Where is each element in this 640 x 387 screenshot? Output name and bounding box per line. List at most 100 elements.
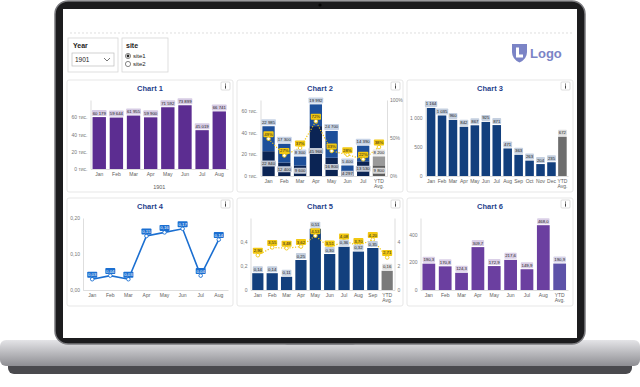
chart-card — [67, 80, 233, 192]
info-icon-stem[interactable] — [565, 203, 566, 206]
bar — [488, 266, 501, 290]
data-label-box — [294, 168, 306, 174]
data-label: 217,6 — [504, 253, 516, 259]
dropdown-chevron[interactable] — [104, 58, 110, 61]
data-label-box — [373, 168, 385, 174]
x-tick-label: Jun — [326, 292, 334, 298]
data-label: 37% — [295, 140, 305, 146]
info-icon-dot[interactable] — [225, 202, 226, 203]
info-icon-box[interactable] — [561, 82, 570, 90]
radio-selected[interactable] — [127, 55, 130, 58]
info-icon-box[interactable] — [391, 200, 400, 208]
data-label-text: 363 — [515, 148, 523, 153]
radio-label[interactable]: site2 — [133, 61, 146, 67]
logo-shield — [512, 44, 527, 63]
marker — [377, 145, 381, 149]
data-label-box — [481, 115, 490, 121]
data-label: 22 985 — [261, 119, 276, 125]
slicer-title: site — [126, 42, 138, 49]
radio-label[interactable]: site1 — [133, 53, 146, 59]
dropdown[interactable] — [72, 53, 114, 66]
radio-button[interactable] — [125, 61, 130, 66]
bar — [294, 157, 306, 166]
bar — [537, 225, 550, 290]
bar — [373, 165, 385, 176]
data-label-box — [109, 111, 124, 117]
info-icon-dot[interactable] — [395, 202, 396, 203]
screen — [63, 9, 577, 338]
y-tick-label: 500 — [414, 144, 423, 150]
info-icon[interactable] — [561, 82, 570, 90]
data-label: 124,3 — [455, 266, 467, 272]
data-label-box — [212, 104, 227, 110]
y-tick: 400 — [409, 232, 420, 238]
info-icon[interactable] — [221, 82, 230, 90]
info-icon-stem[interactable] — [225, 85, 226, 88]
data-label-text: 925 — [482, 115, 490, 120]
info-icon-box[interactable] — [391, 82, 400, 90]
x-tick: Apr — [474, 290, 482, 298]
chart: Chart 6JanFebMarAprMayJunJulAugYTDAvg.02… — [407, 198, 573, 306]
data-label-text: 59 900 — [144, 111, 158, 116]
data-label: 14 390 — [356, 139, 371, 145]
info-icon[interactable] — [221, 200, 230, 208]
x-tick-label: Mar — [449, 178, 458, 184]
data-label-box — [311, 114, 321, 120]
info-icon-stem[interactable] — [565, 85, 566, 88]
chart: Chart 3JanFebMarAprMayJunJulAugSepOctNov… — [407, 80, 573, 192]
x-tick-label: Apr — [460, 178, 468, 184]
data-label-box — [341, 158, 353, 164]
marks — [90, 227, 220, 281]
info-icon-box[interactable] — [221, 82, 230, 90]
info-icon-box[interactable] — [221, 200, 230, 208]
radio-button[interactable] — [125, 53, 130, 58]
x-tick-label: Aug — [539, 292, 548, 298]
info-icon[interactable] — [391, 82, 400, 90]
marker — [314, 119, 318, 123]
info-icon-box[interactable] — [561, 200, 570, 208]
marker — [145, 234, 149, 238]
info-icon-stem[interactable] — [225, 203, 226, 206]
data-label-text: 13 530 — [357, 166, 371, 171]
data-label-box — [536, 157, 545, 163]
x-tick-label: Jun — [343, 178, 351, 184]
slicer-box — [122, 38, 168, 72]
data-label-text: 2,90 — [254, 248, 263, 253]
marker — [299, 245, 303, 249]
info-icon-dot[interactable] — [395, 84, 396, 85]
x-tick: May — [470, 176, 480, 184]
y-tick-label: 60 тис. — [242, 108, 258, 114]
data-label-text: 263 — [526, 154, 534, 159]
dropdown-value[interactable]: 1901 — [75, 56, 90, 63]
data-label-box — [553, 257, 565, 263]
data-label-box — [261, 161, 276, 167]
bar — [422, 264, 435, 290]
x-tick-label: Jan — [425, 292, 433, 298]
data-label-text: 8 300 — [295, 150, 306, 155]
data-label-box — [195, 123, 210, 129]
y-axis: 0,000,100,20 — [70, 215, 83, 293]
data-label: 4 297 — [341, 171, 353, 177]
laptop-lid — [55, 1, 585, 344]
info-icon-dot[interactable] — [225, 84, 226, 85]
info-icon-dot[interactable] — [565, 84, 566, 85]
x-tick-label: May — [470, 178, 480, 184]
data-label-text: 3,55 — [268, 240, 277, 245]
data-label-box — [353, 245, 363, 251]
bar — [353, 252, 364, 290]
info-icon-dot[interactable] — [565, 202, 566, 203]
info-icon[interactable] — [391, 200, 400, 208]
page: Year1901sitesite1site2LogoChart 1JanFebM… — [0, 0, 640, 387]
data-label-text: 4 297 — [342, 171, 353, 176]
chart-title: Chart 5 — [307, 202, 333, 211]
info-icon-stem[interactable] — [395, 85, 396, 88]
y2-tick: 4 — [395, 239, 401, 245]
data-label-box — [267, 266, 277, 272]
y-axis-line — [426, 101, 427, 177]
info-icon[interactable] — [561, 200, 570, 208]
bar — [144, 117, 157, 169]
x-tick: Apr — [460, 176, 468, 184]
info-icon-stem[interactable] — [395, 203, 396, 206]
data-label: 190,9 — [553, 257, 565, 263]
y-tick-label: 0 — [420, 173, 423, 179]
